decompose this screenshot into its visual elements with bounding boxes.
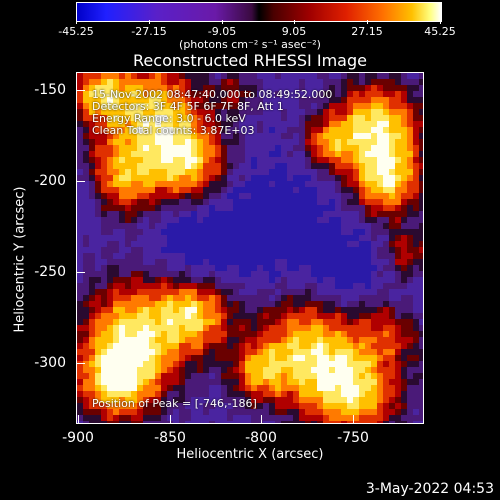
clean-counts-annotation: Clean Total counts: 3.87E+03 bbox=[92, 124, 255, 137]
colorbar-unit-label: (photons cm⁻² s⁻¹ asec⁻²) bbox=[179, 38, 321, 51]
colorbar-tickmark bbox=[440, 20, 441, 24]
y-tickmark bbox=[77, 363, 85, 364]
y-tick-label: -300 bbox=[34, 355, 66, 371]
colorbar-tick-label: -45.25 bbox=[58, 25, 94, 38]
x-tick-label: -750 bbox=[337, 430, 369, 446]
x-tick-label: -800 bbox=[245, 430, 277, 446]
colorbar-tickmark bbox=[76, 20, 77, 24]
colorbar-tick-label: 27.15 bbox=[351, 25, 383, 38]
colorbar-tickmark bbox=[294, 20, 295, 24]
x-tick-label: -900 bbox=[62, 430, 94, 446]
x-tick-label: -850 bbox=[154, 430, 186, 446]
y-tick-label: -150 bbox=[34, 82, 66, 98]
y-tickmark bbox=[77, 272, 85, 273]
x-axis-label: Heliocentric X (arcsec) bbox=[176, 447, 324, 462]
colorbar-tick-label: 9.05 bbox=[281, 25, 307, 38]
x-tickmark bbox=[353, 415, 354, 423]
y-tick-label: -250 bbox=[34, 264, 66, 280]
colorbar-tickmark bbox=[367, 20, 368, 24]
y-tick-label: -200 bbox=[34, 173, 66, 189]
colorbar-tick-label: -9.05 bbox=[207, 25, 237, 38]
x-tickmark bbox=[78, 415, 79, 423]
x-tickmark bbox=[170, 415, 171, 423]
y-axis-label: Heliocentric Y (arcsec) bbox=[12, 186, 28, 333]
plot-timestamp: 3-May-2022 04:53 bbox=[365, 481, 494, 497]
colorbar-tick-label: -27.15 bbox=[131, 25, 167, 38]
y-tickmark bbox=[77, 90, 85, 91]
peak-position-annotation: Position of Peak = [-746,-186] bbox=[92, 397, 257, 410]
colorbar-tickmark bbox=[222, 20, 223, 24]
time-range-annotation: 15-Nov-2002 08:47:40.000 to 08:49:52.000 bbox=[92, 88, 333, 101]
x-tickmark bbox=[261, 415, 262, 423]
y-tickmark bbox=[77, 181, 85, 182]
energy-range-annotation: Energy Range: 3.0 - 6.0 keV bbox=[92, 112, 246, 125]
colorbar-tick-label: 45.25 bbox=[424, 25, 456, 38]
image-pixels bbox=[77, 73, 423, 423]
colorbar bbox=[76, 2, 442, 22]
colorbar-tickmark bbox=[149, 20, 150, 24]
image-title: Reconstructed RHESSI Image bbox=[133, 51, 367, 70]
detectors-annotation: Detectors: 3F 4F 5F 6F 7F 8F, Att 1 bbox=[92, 100, 284, 113]
reconstructed-image bbox=[76, 72, 424, 424]
